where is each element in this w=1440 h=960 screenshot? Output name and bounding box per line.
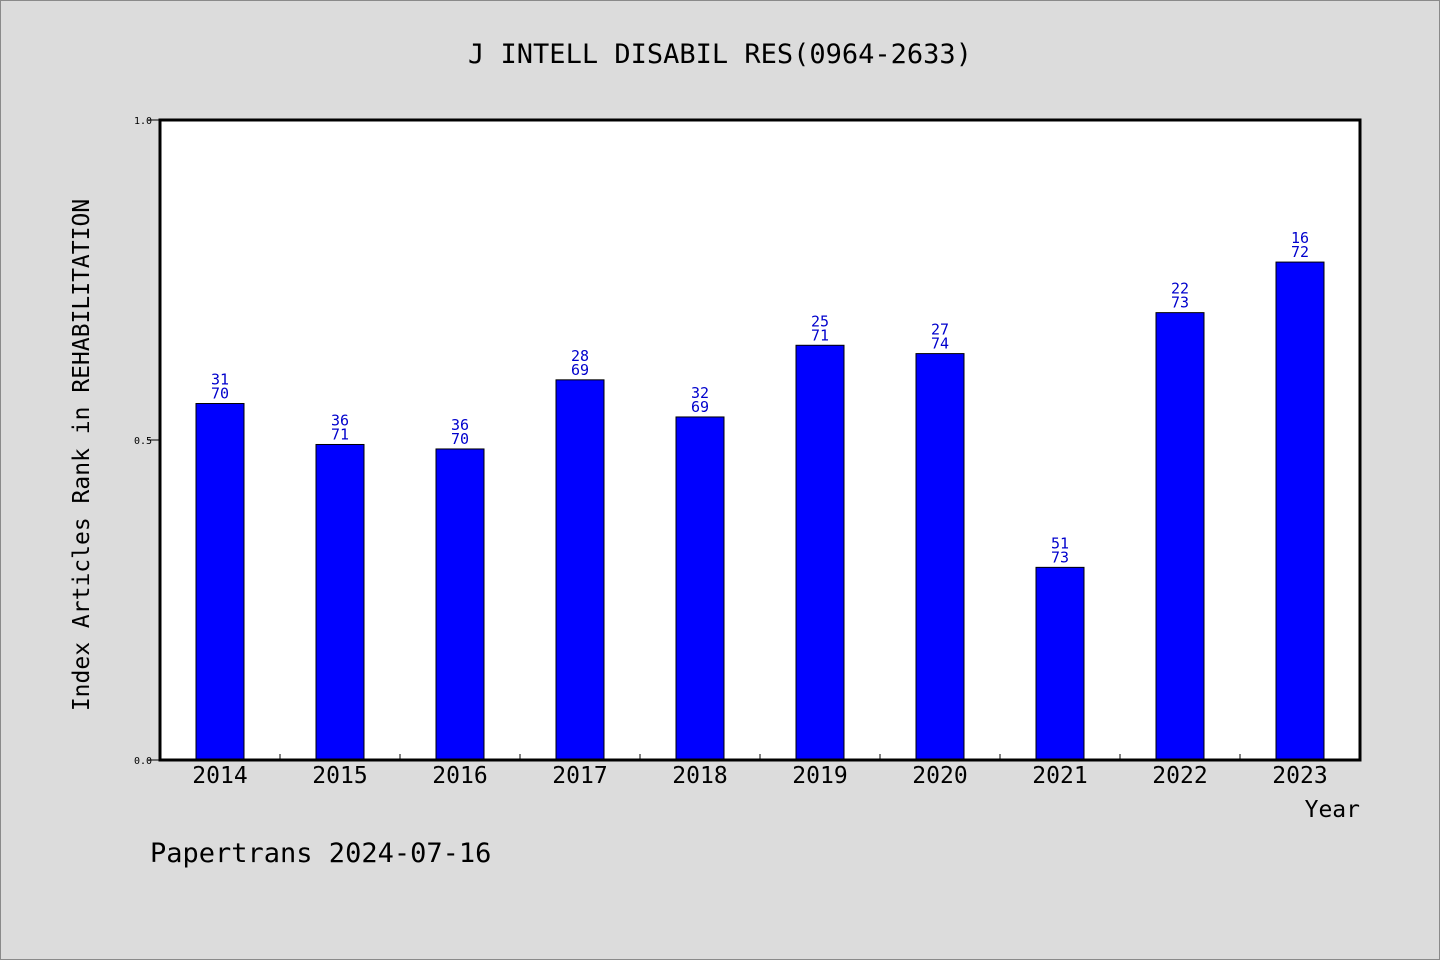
bar-2018 [675, 416, 725, 761]
total-label-2018: 69 [691, 398, 709, 416]
bar-2020 [915, 353, 965, 761]
x-tick-label-2017: 2017 [552, 763, 607, 789]
footer-credit: Papertrans 2024-07-16 [150, 838, 491, 869]
total-label-2022: 73 [1171, 294, 1189, 312]
total-label-2023: 72 [1291, 243, 1309, 261]
bar-2016 [435, 448, 485, 761]
bar-2023 [1275, 261, 1325, 761]
rank-label-2021: 51 [1051, 534, 1069, 552]
rank-label-2016: 36 [451, 416, 469, 434]
x-tick-label-2021: 2021 [1032, 763, 1087, 789]
rank-label-2015: 36 [331, 411, 349, 429]
total-label-2014: 70 [211, 385, 229, 403]
rank-label-2020: 27 [931, 321, 949, 339]
total-label-2020: 74 [931, 335, 949, 353]
bar-2022 [1155, 312, 1205, 761]
x-tick-label-2016: 2016 [432, 763, 487, 789]
total-label-2016: 70 [451, 430, 469, 448]
x-tick-label-2022: 2022 [1152, 763, 1207, 789]
rank-label-2019: 25 [811, 312, 829, 330]
y-tick-label-0.5: 0.5 [134, 436, 152, 447]
x-tick-label-2018: 2018 [672, 763, 727, 789]
chart-title: J INTELL DISABIL RES(0964-2633) [468, 39, 972, 70]
total-label-2019: 71 [811, 326, 829, 344]
total-label-2017: 69 [571, 361, 589, 379]
rank-label-2018: 32 [691, 384, 709, 402]
x-tick-label-2023: 2023 [1272, 763, 1327, 789]
x-tick-label-2015: 2015 [312, 763, 367, 789]
x-tick-label-2019: 2019 [792, 763, 847, 789]
bar-2014 [195, 403, 245, 761]
x-tick-label-2014: 2014 [192, 763, 247, 789]
x-axis-label: Year [1305, 797, 1360, 823]
rank-label-2022: 22 [1171, 280, 1189, 298]
y-axis-label: Index Articles Rank in REHABILITATION [69, 199, 95, 711]
rank-label-2017: 28 [571, 347, 589, 365]
y-tick-label-1.0: 1.0 [134, 116, 152, 127]
total-label-2015: 71 [331, 425, 349, 443]
bar-2019 [795, 344, 845, 761]
total-label-2021: 73 [1051, 548, 1069, 566]
bar-2015 [315, 443, 365, 761]
bar-2017 [555, 379, 605, 761]
x-tick-label-2020: 2020 [912, 763, 967, 789]
bar-2021 [1035, 566, 1085, 761]
rank-label-2023: 16 [1291, 229, 1309, 247]
rank-label-2014: 31 [211, 371, 229, 389]
y-tick-label-0.0: 0.0 [134, 756, 152, 767]
